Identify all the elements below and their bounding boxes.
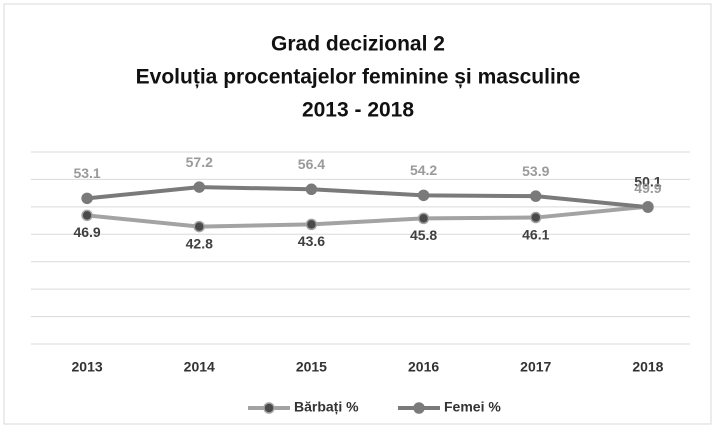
marker <box>530 190 542 202</box>
x-tick-label: 2015 <box>296 359 327 375</box>
marker <box>81 192 93 205</box>
legend-label: Bărbați % <box>294 399 359 415</box>
marker <box>305 218 318 231</box>
legend-marker <box>263 402 275 414</box>
x-tick-label: 2018 <box>632 359 663 375</box>
data-label: 56.4 <box>298 156 325 172</box>
chart-title: 2013 - 2018 <box>302 99 414 122</box>
marker <box>305 183 318 196</box>
marker <box>193 220 205 233</box>
x-tick-label: 2017 <box>520 359 551 375</box>
x-tick-label: 2013 <box>72 359 103 375</box>
series-line <box>86 185 649 210</box>
data-label: 50.1 <box>634 173 661 189</box>
marker <box>81 209 93 222</box>
marker <box>417 212 430 225</box>
series-line <box>86 204 649 229</box>
data-label: 46.9 <box>73 224 100 240</box>
x-tick-label: 2016 <box>408 359 439 375</box>
data-label: 53.9 <box>522 163 549 179</box>
data-label: 46.1 <box>522 226 549 242</box>
data-label: 43.6 <box>298 233 325 249</box>
x-tick-label: 2014 <box>184 359 215 375</box>
data-label: 49.9 <box>634 180 661 196</box>
data-label: 45.8 <box>410 227 437 243</box>
legend-label: Femei % <box>444 399 501 415</box>
chart-frame <box>3 3 712 425</box>
marker <box>193 181 205 193</box>
marker <box>530 211 542 224</box>
marker <box>417 189 430 202</box>
marker <box>642 201 654 213</box>
legend-marker <box>413 402 425 414</box>
data-label: 53.1 <box>73 165 100 181</box>
chart-title: Evoluția procentajelor feminine și mascu… <box>136 66 581 89</box>
data-label: 42.8 <box>186 235 213 251</box>
data-label: 54.2 <box>410 162 437 178</box>
data-label: 57.2 <box>186 154 213 170</box>
chart-title: Grad decizional 2 <box>271 33 445 56</box>
